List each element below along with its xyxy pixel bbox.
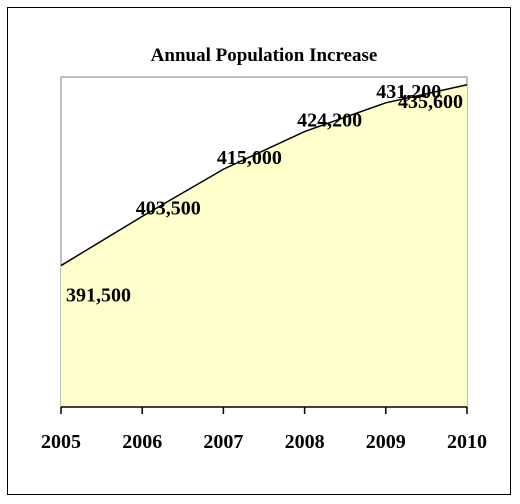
x-tick-label: 2006 [122, 431, 162, 453]
x-tick-label: 2005 [41, 431, 81, 453]
data-label: 431,200 [376, 81, 441, 103]
x-tick-label: 2008 [285, 431, 325, 453]
x-tick-label: 2007 [203, 431, 243, 453]
x-tick-label: 2010 [447, 431, 487, 453]
x-axis-ticks [60, 407, 468, 414]
chart-title: Annual Population Increase [151, 45, 378, 66]
area-fill [61, 84, 467, 407]
x-tick-label: 2009 [366, 431, 406, 453]
data-labels: 391,500 403,500 415,000 424,200 431,200435,6… [66, 81, 463, 307]
data-label: 424,200 [297, 110, 362, 132]
data-label: 435,600 [398, 91, 463, 113]
series-line [60, 84, 468, 267]
data-label: 391,500 [66, 285, 131, 307]
x-axis-tick-labels: 2005 2006 2007 2008 2009 2010 [41, 431, 487, 453]
data-label: 415,000 [217, 147, 282, 169]
data-label: 403,500 [136, 197, 201, 219]
